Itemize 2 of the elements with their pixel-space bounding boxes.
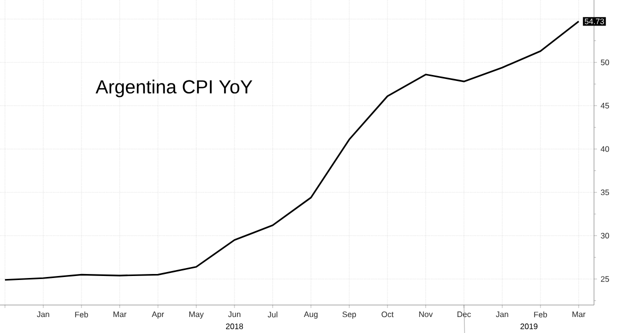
text: Argentina CPI YoY — [96, 80, 252, 98]
line-series — [4, 20, 580, 281]
